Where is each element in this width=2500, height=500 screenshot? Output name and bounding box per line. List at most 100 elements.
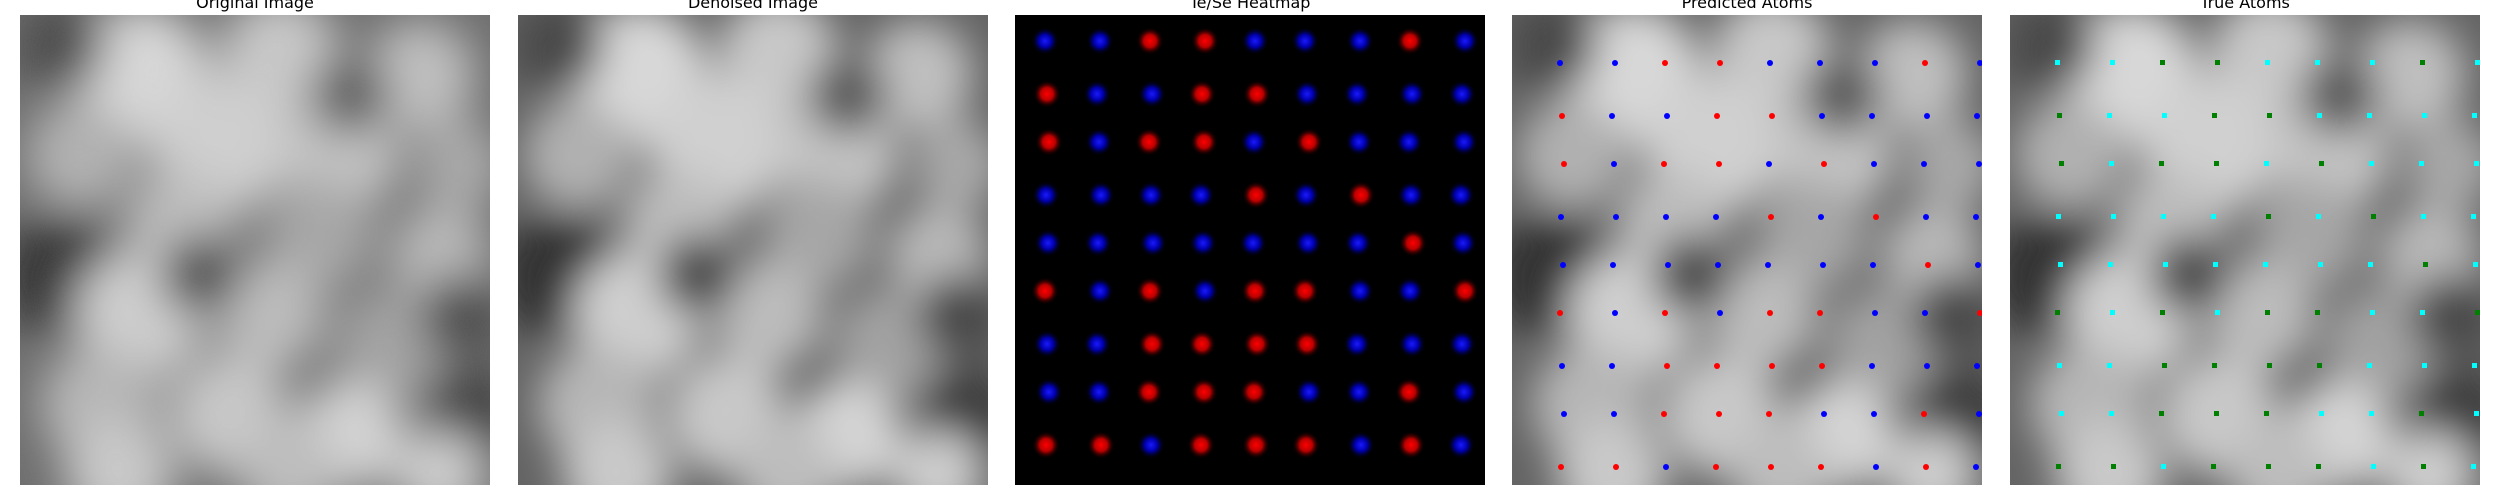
predicted-te-atom bbox=[1613, 464, 1619, 470]
intensity-blob bbox=[2355, 20, 2465, 130]
intensity-blob bbox=[1857, 20, 1967, 130]
heatmap-se-spot bbox=[1295, 378, 1323, 406]
panel-predicted-atoms: Predicted Atoms bbox=[1512, 0, 1982, 500]
heatmap-te-spot bbox=[1188, 330, 1216, 358]
heatmap-se-spot bbox=[1450, 378, 1478, 406]
predicted-te-atom bbox=[1817, 310, 1823, 316]
true-te-atom bbox=[2319, 161, 2324, 166]
intensity-blob bbox=[2205, 260, 2315, 370]
intensity-blob bbox=[65, 420, 175, 485]
true-se-atom bbox=[2319, 411, 2324, 416]
predicted-te-atom bbox=[1662, 60, 1668, 66]
true-se-atom bbox=[2475, 60, 2480, 65]
true-se-atom bbox=[2161, 464, 2166, 469]
predicted-se-atom bbox=[1921, 161, 1927, 167]
true-te-atom bbox=[2371, 214, 2376, 219]
true-se-atom bbox=[2163, 262, 2168, 267]
heatmap-se-spot bbox=[1085, 378, 1113, 406]
intensity-blob bbox=[2255, 180, 2365, 290]
heatmap-se-spot bbox=[1345, 378, 1373, 406]
heatmap-se-spot bbox=[1451, 27, 1479, 55]
intensity-blob bbox=[763, 180, 873, 290]
intensity-blob bbox=[913, 120, 988, 210]
heatmap-te-spot bbox=[1396, 27, 1424, 55]
predicted-se-atom bbox=[1610, 262, 1616, 268]
predicted-te-atom bbox=[1821, 161, 1827, 167]
true-se-atom bbox=[2263, 262, 2268, 267]
predicted-te-atom bbox=[1767, 310, 1773, 316]
heatmap-te-spot bbox=[1190, 378, 1218, 406]
heatmap-te-spot bbox=[1190, 128, 1218, 156]
predicted-se-atom bbox=[1665, 262, 1671, 268]
true-se-atom bbox=[2421, 214, 2426, 219]
predicted-atoms-image bbox=[1512, 15, 1982, 485]
heatmap-te-spot bbox=[1136, 27, 1164, 55]
panel-title-true: True Atoms bbox=[2200, 0, 2290, 12]
predicted-se-atom bbox=[1870, 262, 1876, 268]
true-se-atom bbox=[2108, 262, 2113, 267]
predicted-te-atom bbox=[1713, 464, 1719, 470]
predicted-se-atom bbox=[1869, 363, 1875, 369]
predicted-te-atom bbox=[1922, 60, 1928, 66]
heatmap-se-spot bbox=[1395, 128, 1423, 156]
true-se-atom bbox=[2367, 363, 2372, 368]
intensity-blob bbox=[518, 15, 603, 90]
true-se-atom bbox=[2474, 161, 2479, 166]
intensity-blob bbox=[2015, 100, 2125, 210]
intensity-blob bbox=[738, 425, 838, 485]
true-te-atom bbox=[2162, 363, 2167, 368]
intensity-blob bbox=[523, 100, 633, 210]
panel-title-original: Original Image bbox=[196, 0, 314, 12]
heatmap-te-spot bbox=[1191, 27, 1219, 55]
heatmap-te-spot bbox=[1240, 378, 1268, 406]
heatmap-se-spot bbox=[1344, 229, 1372, 257]
heatmap-te-spot bbox=[1138, 330, 1166, 358]
heatmap-te-spot bbox=[1087, 431, 1115, 459]
heatmap-se-spot bbox=[1087, 181, 1115, 209]
predicted-se-atom bbox=[1663, 464, 1669, 470]
true-te-atom bbox=[2475, 310, 2480, 315]
true-te-atom bbox=[2215, 60, 2220, 65]
intensity-blob bbox=[2055, 420, 2165, 485]
heatmap-se-spot bbox=[1239, 229, 1267, 257]
true-se-atom bbox=[2111, 214, 2116, 219]
heatmap-se-spot bbox=[1137, 181, 1165, 209]
true-se-atom bbox=[2422, 113, 2427, 118]
heatmap-se-spot bbox=[1398, 330, 1426, 358]
true-se-atom bbox=[2370, 60, 2375, 65]
heatmap-se-spot bbox=[1346, 277, 1374, 305]
predicted-se-atom bbox=[1611, 161, 1617, 167]
panel-original-image: Original Image bbox=[20, 0, 490, 500]
heatmap-se-spot bbox=[1086, 277, 1114, 305]
true-se-atom bbox=[2316, 214, 2321, 219]
true-se-atom bbox=[2056, 214, 2061, 219]
predicted-se-atom bbox=[1817, 60, 1823, 66]
intensity-blob bbox=[395, 430, 485, 485]
predicted-se-atom bbox=[1612, 310, 1618, 316]
intensity-blob bbox=[1802, 55, 1882, 135]
heatmap-se-spot bbox=[1291, 27, 1319, 55]
predicted-se-atom bbox=[1922, 310, 1928, 316]
heatmap-se-spot bbox=[1191, 277, 1219, 305]
true-te-atom bbox=[2160, 310, 2165, 315]
true-se-atom bbox=[2109, 161, 2114, 166]
heatmap-te-spot bbox=[1242, 431, 1270, 459]
true-te-atom bbox=[2265, 310, 2270, 315]
predicted-te-atom bbox=[1558, 464, 1564, 470]
predicted-te-atom bbox=[1923, 464, 1929, 470]
heatmap-te-spot bbox=[1241, 277, 1269, 305]
heatmap-se-spot bbox=[1085, 128, 1113, 156]
true-te-atom bbox=[2159, 411, 2164, 416]
predicted-se-atom bbox=[1713, 214, 1719, 220]
predicted-te-atom bbox=[1768, 214, 1774, 220]
heatmap-se-spot bbox=[1293, 80, 1321, 108]
true-se-atom bbox=[2162, 113, 2167, 118]
heatmap-se-spot bbox=[1034, 229, 1062, 257]
intensity-blob bbox=[365, 20, 475, 130]
predicted-se-atom bbox=[1977, 60, 1982, 66]
true-te-atom bbox=[2059, 161, 2064, 166]
true-se-atom bbox=[2110, 310, 2115, 315]
heatmap-se-spot bbox=[1138, 80, 1166, 108]
true-se-atom bbox=[2472, 113, 2477, 118]
true-te-atom bbox=[2266, 464, 2271, 469]
